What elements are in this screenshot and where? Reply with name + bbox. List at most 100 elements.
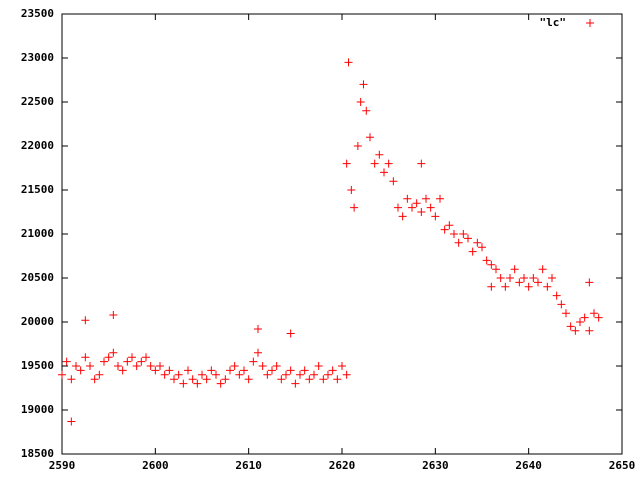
point xyxy=(286,366,295,375)
point xyxy=(258,362,267,370)
point xyxy=(417,159,426,168)
point xyxy=(188,375,197,384)
point xyxy=(389,177,398,186)
point xyxy=(347,186,356,194)
point xyxy=(380,168,388,177)
point xyxy=(198,370,206,379)
point xyxy=(62,357,71,366)
point xyxy=(459,230,468,238)
point xyxy=(137,357,146,366)
point xyxy=(268,366,276,375)
point xyxy=(422,194,430,203)
x-tick-label: 2630 xyxy=(422,459,449,472)
point xyxy=(403,194,412,203)
point xyxy=(496,274,505,282)
point xyxy=(249,357,258,366)
point xyxy=(151,366,160,375)
point xyxy=(548,274,556,282)
point xyxy=(76,366,85,375)
point xyxy=(170,375,178,384)
x-tick-label: 2640 xyxy=(515,459,542,472)
point xyxy=(58,370,66,379)
point xyxy=(585,278,594,287)
point xyxy=(109,310,118,319)
point xyxy=(216,379,225,388)
point xyxy=(81,353,90,362)
point xyxy=(296,370,304,379)
x-tick-label: 2620 xyxy=(329,459,356,472)
legend-label: "lc" xyxy=(540,16,567,29)
point xyxy=(342,159,351,168)
point xyxy=(534,278,542,287)
point xyxy=(450,230,458,238)
point xyxy=(468,247,477,256)
point xyxy=(310,370,318,379)
point xyxy=(590,309,598,318)
point xyxy=(585,326,594,335)
x-tick-label: 2590 xyxy=(49,459,76,472)
point xyxy=(436,194,444,203)
point xyxy=(576,318,584,326)
point xyxy=(282,370,290,379)
point xyxy=(263,370,272,379)
point xyxy=(156,362,164,370)
point xyxy=(412,199,421,208)
point xyxy=(81,316,90,325)
point xyxy=(487,282,496,291)
point xyxy=(338,362,346,370)
legend-marker xyxy=(586,19,594,27)
point xyxy=(272,362,281,370)
point xyxy=(226,366,234,375)
point xyxy=(501,282,510,291)
point xyxy=(454,238,463,247)
point xyxy=(445,221,454,230)
point xyxy=(473,238,482,247)
point xyxy=(235,370,244,379)
y-tick-label: 22000 xyxy=(21,139,54,152)
point xyxy=(538,265,547,274)
point xyxy=(300,366,309,375)
point xyxy=(431,212,440,221)
point xyxy=(356,98,365,106)
point xyxy=(319,375,328,384)
point xyxy=(286,329,295,338)
point xyxy=(174,370,183,379)
point xyxy=(221,375,230,384)
point xyxy=(109,348,118,357)
point xyxy=(370,159,379,168)
point xyxy=(417,208,426,216)
point xyxy=(104,353,113,362)
point xyxy=(487,260,496,269)
y-tick-label: 22500 xyxy=(21,95,54,108)
point xyxy=(353,142,362,150)
x-tick-label: 2600 xyxy=(142,459,169,472)
point xyxy=(562,309,570,318)
point xyxy=(328,366,337,375)
point xyxy=(184,366,192,375)
point xyxy=(398,212,407,221)
point xyxy=(118,366,127,375)
point xyxy=(254,325,262,334)
point xyxy=(254,348,262,357)
point xyxy=(384,159,393,168)
point xyxy=(566,322,575,331)
point xyxy=(478,243,486,252)
plot-frame xyxy=(61,13,623,455)
point xyxy=(165,366,174,375)
point xyxy=(510,265,519,274)
point xyxy=(67,417,76,426)
point xyxy=(394,203,402,212)
point xyxy=(580,313,589,322)
point xyxy=(100,357,108,366)
point xyxy=(146,362,155,370)
y-tick-label: 21000 xyxy=(21,227,54,240)
point xyxy=(464,234,472,243)
point xyxy=(359,80,368,89)
point xyxy=(594,313,603,322)
y-tick-label: 20500 xyxy=(21,271,54,284)
y-tick-label: 19500 xyxy=(21,359,54,372)
point xyxy=(492,265,500,274)
point xyxy=(342,370,351,379)
point xyxy=(362,106,371,115)
